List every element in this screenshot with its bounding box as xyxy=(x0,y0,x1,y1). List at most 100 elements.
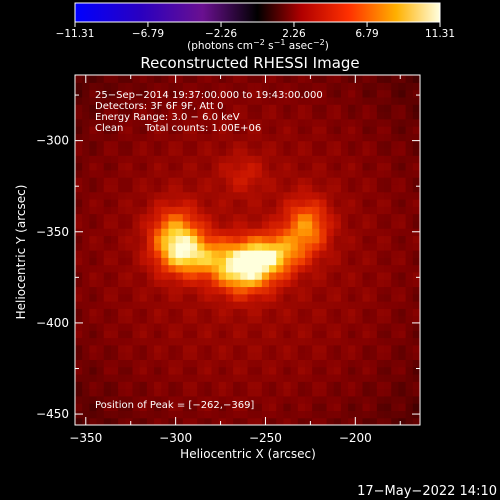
heatmap-cell xyxy=(326,322,335,331)
heatmap-cell xyxy=(110,286,119,295)
heatmap-cell xyxy=(261,301,270,309)
heatmap-cell xyxy=(398,104,407,113)
heatmap-cell xyxy=(290,417,299,425)
heatmap-cell xyxy=(333,337,342,346)
heatmap-cell xyxy=(340,228,349,237)
heatmap-cell xyxy=(110,235,119,244)
heatmap-cell xyxy=(225,257,234,266)
heatmap-cell xyxy=(103,417,112,425)
heatmap-cell xyxy=(89,177,98,185)
heatmap-cell xyxy=(405,118,414,127)
heatmap-cell xyxy=(254,140,263,149)
heatmap-cell xyxy=(190,279,198,288)
heatmap-cell xyxy=(405,177,414,185)
heatmap-cell xyxy=(254,250,263,258)
heatmap-cell xyxy=(225,271,234,280)
heatmap-cell xyxy=(261,395,270,404)
heatmap-cell xyxy=(139,366,148,375)
heatmap-cell xyxy=(405,388,414,397)
heatmap-cell xyxy=(154,75,162,83)
heatmap-cell xyxy=(204,220,213,229)
heatmap-cell xyxy=(362,337,371,346)
heatmap-cell xyxy=(247,366,256,375)
heatmap-cell xyxy=(355,118,364,127)
heatmap-cell xyxy=(168,395,177,404)
heatmap-cell xyxy=(118,359,126,368)
heatmap-cell xyxy=(391,118,400,127)
heatmap-cell xyxy=(175,352,184,360)
heatmap-cell xyxy=(82,155,90,164)
heatmap-cell xyxy=(168,308,177,317)
heatmap-cell xyxy=(340,118,349,127)
heatmap-cell xyxy=(376,104,385,113)
heatmap-cell xyxy=(182,366,191,375)
heatmap-cell xyxy=(369,126,378,134)
heatmap-cell xyxy=(175,82,184,91)
heatmap-cell xyxy=(355,242,364,251)
heatmap-cell xyxy=(290,155,299,164)
heatmap-cell xyxy=(355,271,364,280)
heatmap-cell xyxy=(96,228,105,237)
heatmap-cell xyxy=(312,344,320,353)
heatmap-cell xyxy=(319,308,328,317)
heatmap-cell xyxy=(405,381,414,390)
heatmap-cell xyxy=(75,271,83,280)
heatmap-cell xyxy=(182,133,191,142)
heatmap-cell xyxy=(118,293,126,302)
heatmap-cell xyxy=(168,264,177,273)
heatmap-cell xyxy=(312,242,320,251)
heatmap-cell xyxy=(247,177,256,185)
heatmap-cell xyxy=(312,96,320,105)
heatmap-cell xyxy=(110,344,119,353)
heatmap-cell xyxy=(89,133,98,142)
heatmap-cell xyxy=(319,293,328,302)
heatmap-cell xyxy=(139,133,148,142)
heatmap-cell xyxy=(118,75,126,83)
heatmap-cell xyxy=(348,366,356,375)
heatmap-cell xyxy=(326,388,335,397)
heatmap-cell xyxy=(283,337,292,346)
heatmap-cell xyxy=(240,366,249,375)
heatmap-cell xyxy=(276,177,285,185)
heatmap-cell xyxy=(405,395,414,404)
heatmap-cell xyxy=(240,381,249,390)
heatmap-cell xyxy=(75,220,83,229)
heatmap-cell xyxy=(197,279,205,288)
heatmap-cell xyxy=(362,301,371,309)
heatmap-cell xyxy=(225,301,234,309)
heatmap-cell xyxy=(340,155,349,164)
heatmap-cell xyxy=(319,75,328,83)
heatmap-cell xyxy=(240,162,249,171)
heatmap-cell xyxy=(376,155,385,164)
heatmap-cell xyxy=(376,286,385,295)
heatmap-cell xyxy=(96,206,105,215)
heatmap-cell xyxy=(340,403,349,412)
heatmap-cell xyxy=(355,177,364,185)
heatmap-cell xyxy=(412,118,420,127)
heatmap-cell xyxy=(103,264,112,273)
heatmap-cell xyxy=(290,388,299,397)
heatmap-cell xyxy=(405,366,414,375)
heatmap-cell xyxy=(204,155,213,164)
heatmap-cell xyxy=(197,235,205,244)
x-tick-label: −300 xyxy=(159,431,192,445)
heatmap-cell xyxy=(96,104,105,113)
heatmap-cell xyxy=(96,89,105,98)
heatmap-cell xyxy=(283,89,292,98)
heatmap-cell xyxy=(146,330,155,339)
heatmap-cell xyxy=(182,322,191,331)
heatmap-cell xyxy=(240,388,249,397)
heatmap-cell xyxy=(261,213,270,222)
heatmap-cell xyxy=(254,75,263,83)
heatmap-cell xyxy=(362,388,371,397)
heatmap-cell xyxy=(376,264,385,273)
heatmap-cell xyxy=(283,169,292,178)
heatmap-cell xyxy=(110,308,119,317)
heatmap-cell xyxy=(297,330,306,339)
heatmap-cell xyxy=(240,147,249,156)
heatmap-cell xyxy=(110,140,119,149)
heatmap-cell xyxy=(103,104,112,113)
heatmap-cell xyxy=(269,155,277,164)
heatmap-cell xyxy=(168,359,177,368)
heatmap-cell xyxy=(154,395,162,404)
